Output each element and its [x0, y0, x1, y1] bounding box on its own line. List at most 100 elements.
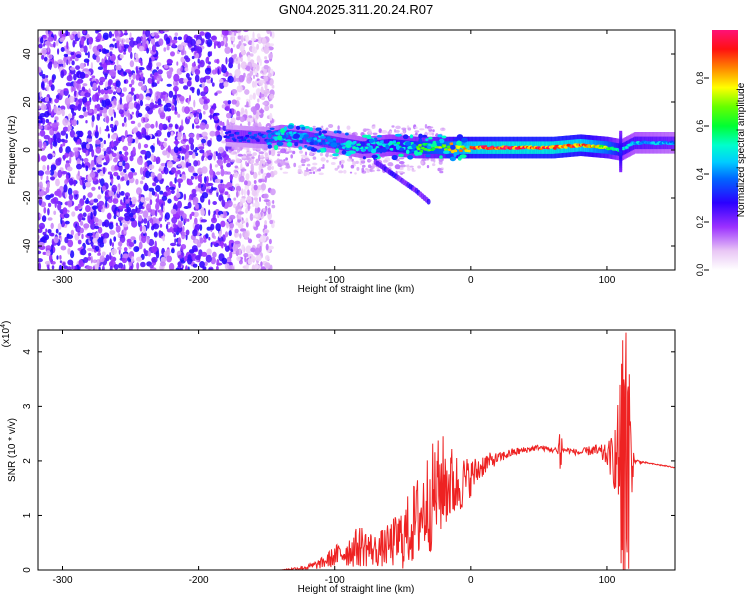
spectrogram-noise-cell — [192, 201, 196, 206]
spectrogram-noise-cell — [84, 181, 92, 188]
spectrogram-speckle-cell — [262, 165, 266, 168]
spectrogram-noise-cell — [113, 111, 116, 119]
spectrogram-noise-cell — [76, 163, 83, 170]
spectrogram-noise-cell — [85, 205, 91, 213]
spectrogram-ridge-band — [401, 140, 404, 153]
spectrogram-noise-cell — [76, 138, 81, 145]
spectrogram-noise-cell — [215, 171, 221, 176]
spectrogram-noise-cell — [116, 40, 120, 49]
snr-x-ticks: -300 -200 -100 0 100 — [52, 330, 616, 586]
spectrogram-ridge-blob — [319, 136, 326, 139]
spectrogram-ridge-blob — [395, 144, 400, 150]
spectrogram-noise-cell — [189, 94, 191, 102]
spectrogram-noise-cell — [62, 262, 66, 267]
spectrogram-noise-cell — [126, 238, 132, 243]
spectrogram-noise-cell — [260, 261, 263, 267]
spectrogram-noise-cell — [199, 224, 203, 231]
spectrogram-noise-cell — [244, 255, 247, 263]
spectrogram-noise-cell — [82, 195, 86, 201]
snr-series-line — [38, 332, 675, 570]
spectrogram-spike-cell — [619, 165, 623, 169]
spectrogram-noise-cell — [47, 208, 50, 216]
spectrogram-noise-cell — [38, 250, 42, 255]
spectrogram-ridge-blob — [341, 150, 347, 155]
spectrogram-spike-cell — [619, 146, 623, 150]
spectrogram-noise-cell — [106, 146, 112, 155]
spectrogram-noise-cell — [178, 147, 182, 152]
spectrogram-noise-cell — [217, 68, 220, 75]
spectrogram-noise-cell — [204, 67, 212, 75]
spectrogram-spike-cell — [619, 157, 623, 161]
spectrogram-ridge-core — [449, 142, 455, 146]
spectrogram-ridge-blob — [443, 150, 450, 154]
spectrogram-noise-cell — [253, 184, 258, 191]
spectrogram-ridge-band — [430, 141, 433, 154]
spectrogram-noise-cell — [43, 134, 50, 140]
colorbar-tick-label: 0.4 — [695, 168, 705, 181]
spectrogram-noise-cell — [138, 67, 145, 71]
spectrogram-noise-cell — [261, 183, 266, 191]
spectrogram-y-tick-label: 0 — [22, 147, 33, 153]
spectrogram-noise-cell — [239, 233, 242, 239]
spectrogram-noise-cell — [165, 186, 171, 192]
spectrogram-noise-cell — [74, 133, 78, 138]
spectrogram-noise-cell — [170, 189, 175, 194]
spectrogram-noise-cell — [137, 112, 143, 118]
spectrogram-speckle-cell — [405, 164, 410, 168]
spectrogram-speckle-cell — [236, 149, 240, 154]
spectrogram-noise-cell — [182, 225, 185, 232]
spectrogram-noise-cell — [83, 45, 88, 53]
spectrogram-noise-cell — [171, 39, 178, 44]
spectrogram-noise-cell — [157, 173, 163, 181]
spectrogram-ridge-core — [366, 143, 372, 146]
spectrogram-noise-cell — [185, 265, 188, 270]
spectrogram-noise-cell — [67, 187, 73, 196]
colorbar-label: Normalized spectral amplitude — [736, 82, 747, 217]
spectrogram-noise-cell — [118, 262, 124, 269]
spectrogram-noise-cell — [53, 236, 59, 244]
spectrogram-noise-cell — [128, 212, 134, 218]
spectrogram-ridge-band — [381, 139, 384, 153]
spectrogram-noise-cell — [160, 256, 167, 263]
spectrogram-noise-cell — [105, 49, 110, 53]
spectrogram-noise-cell — [118, 205, 124, 210]
spectrogram-speckle-cell — [349, 171, 353, 174]
spectrogram-noise-cell — [41, 54, 45, 60]
spectrogram-noise-cell — [147, 220, 150, 229]
spectrogram-noise-cell — [226, 200, 233, 208]
spectrogram-noise-cell — [41, 73, 46, 79]
spectrogram-noise-cell — [75, 65, 81, 70]
spectrogram-speckle-cell — [368, 129, 372, 134]
spectrogram-noise-cell — [108, 222, 114, 230]
spectrogram-noise-cell — [116, 175, 121, 181]
spectrogram-noise-cell — [98, 81, 104, 86]
spectrogram-noise-cell — [189, 113, 194, 118]
spectrogram-noise-cell — [219, 196, 224, 201]
spectrogram-speckle-cell — [303, 171, 308, 177]
spectrogram-noise-cell — [270, 148, 276, 157]
spectrogram-noise-cell — [48, 97, 52, 102]
spectrogram-noise-cell — [179, 95, 185, 102]
spectrogram-noise-cell — [162, 192, 168, 197]
spectrogram-noise-cell — [213, 152, 217, 161]
spectrogram-noise-cell — [64, 191, 68, 198]
spectrogram-noise-cell — [173, 146, 179, 154]
spectrogram-noise-cell — [88, 252, 92, 257]
spectrogram-noise-cell — [162, 235, 165, 242]
spectrogram-noise-cell — [221, 184, 228, 189]
spectrogram-noise-cell — [268, 238, 272, 245]
spectrogram-noise-cell — [233, 53, 237, 58]
spectrogram-ridge-blob — [391, 154, 398, 161]
spectrogram-noise-cell — [256, 55, 261, 63]
spectrogram-noise-cell — [103, 112, 107, 118]
spectrogram-ridge-core — [380, 140, 385, 144]
spectrogram-noise-cell — [66, 166, 73, 172]
spectrogram-noise-cell — [131, 169, 135, 173]
spectrogram-noise-cell — [249, 213, 254, 222]
spectrogram-ridge-band — [391, 139, 395, 152]
spectrogram-ridge-blob — [309, 141, 315, 146]
spectrogram-noise-cell — [50, 84, 55, 91]
spectrogram-speckle-cell — [381, 130, 388, 134]
spectrogram-noise-cell — [70, 56, 73, 62]
spectrogram-noise-cell — [54, 137, 57, 145]
